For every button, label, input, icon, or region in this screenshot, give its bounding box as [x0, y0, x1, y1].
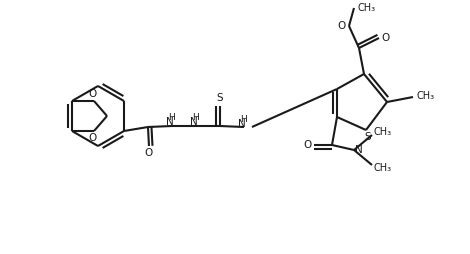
- Text: CH₃: CH₃: [358, 3, 376, 13]
- Text: CH₃: CH₃: [374, 127, 392, 137]
- Text: CH₃: CH₃: [417, 91, 435, 101]
- Text: S: S: [365, 132, 371, 142]
- Text: O: O: [303, 140, 311, 150]
- Text: H: H: [241, 115, 247, 123]
- Text: O: O: [88, 89, 96, 99]
- Text: S: S: [217, 93, 223, 103]
- Text: H: H: [169, 113, 175, 121]
- Text: O: O: [337, 21, 345, 31]
- Text: CH₃: CH₃: [374, 163, 392, 173]
- Text: N: N: [166, 117, 174, 127]
- Text: N: N: [238, 119, 246, 129]
- Text: N: N: [355, 145, 363, 155]
- Text: O: O: [382, 33, 390, 43]
- Text: H: H: [193, 113, 199, 121]
- Text: O: O: [88, 133, 96, 143]
- Text: N: N: [190, 117, 198, 127]
- Text: O: O: [145, 148, 153, 158]
